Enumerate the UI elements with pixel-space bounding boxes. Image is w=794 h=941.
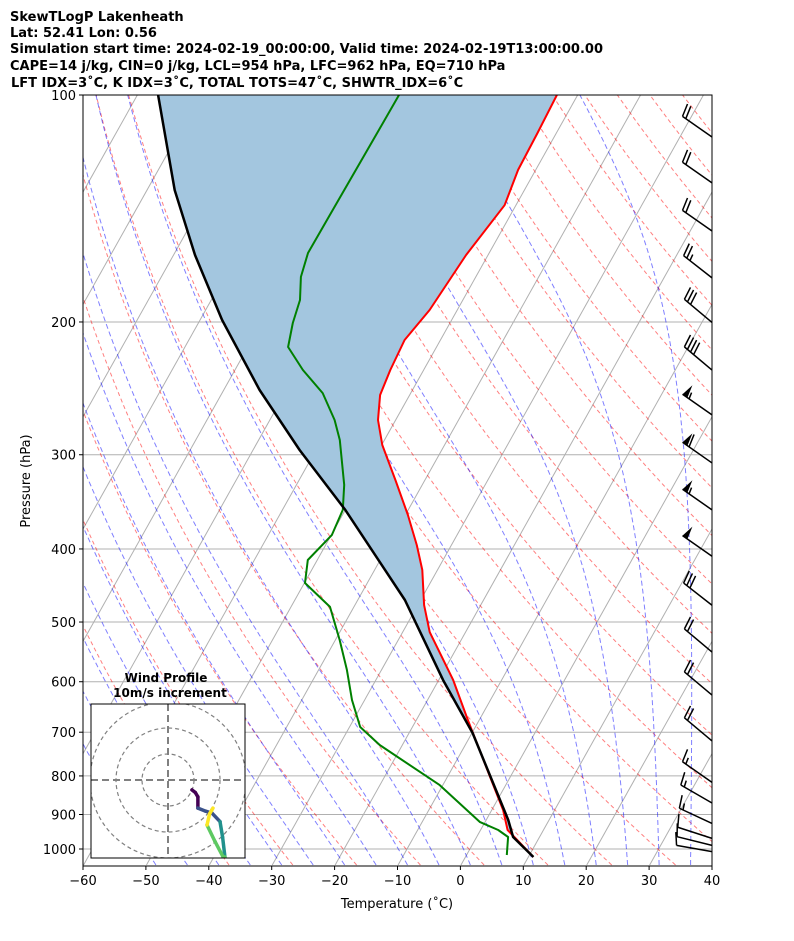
indices-text-1: CAPE=14 j/kg, CIN=0 j/kg, LCL=954 hPa, L… — [10, 59, 505, 74]
y-tick-label: 300 — [51, 449, 76, 464]
wind-barb — [684, 287, 712, 322]
dry-adiabat-line — [487, 95, 794, 865]
dry-adiabat-line — [585, 95, 794, 865]
barb-shaft — [679, 808, 712, 823]
barb-half-feather — [689, 393, 691, 399]
dry-adiabat-line — [715, 95, 794, 865]
y-axis-label: Pressure (hPa) — [19, 434, 34, 527]
isotherm-line — [0, 95, 12, 865]
isotherm-line — [587, 95, 794, 865]
wind-barb — [683, 749, 712, 782]
location-text: Lat: 52.41 Lon: 0.56 — [10, 26, 157, 41]
barb-feather — [679, 795, 682, 808]
isotherm-line — [713, 95, 794, 865]
barb-shaft — [683, 116, 712, 137]
barb-half-feather — [689, 488, 691, 494]
barb-shaft — [684, 629, 712, 652]
y-tick-label: 200 — [51, 316, 76, 331]
barb-shaft — [683, 489, 712, 510]
x-tick-label: 10 — [515, 874, 532, 889]
barb-shaft — [677, 845, 712, 851]
barb-shaft — [683, 442, 712, 463]
wind-barb — [683, 104, 712, 137]
y-tick-label: 700 — [51, 726, 76, 741]
wind-barb — [684, 706, 712, 741]
barb-feather — [676, 832, 677, 845]
wind-barb — [681, 772, 712, 803]
isotherm-line — [461, 95, 794, 865]
barb-feather — [681, 772, 685, 785]
barb-shaft — [677, 837, 712, 846]
barb-shaft — [684, 583, 712, 605]
hodograph-title: Wind Profile — [125, 671, 208, 685]
x-tick-label: −20 — [321, 874, 348, 889]
wind-barb — [683, 150, 712, 183]
y-tick-label: 900 — [51, 808, 76, 823]
x-tick-label: 20 — [578, 874, 595, 889]
chart-title: SkewTLogP Lakenheath — [10, 10, 184, 25]
y-tick-label: 800 — [51, 770, 76, 785]
dry-adiabat-line — [520, 95, 794, 865]
barb-half-feather — [684, 781, 686, 787]
hodograph-inset: Wind Profile 10m/s increment — [90, 671, 246, 858]
barb-half-feather — [686, 758, 688, 764]
x-tick-label: 0 — [456, 874, 464, 889]
isotherm-line — [650, 95, 794, 865]
barb-shaft — [678, 827, 712, 838]
x-tick-label: 30 — [641, 874, 658, 889]
wind-barb — [683, 433, 712, 463]
y-tick-label: 100 — [51, 89, 76, 104]
dry-adiabat-line — [617, 95, 794, 865]
x-tick-label: 40 — [704, 874, 721, 889]
y-tick-label: 600 — [51, 676, 76, 691]
y-tick-label: 1000 — [43, 843, 76, 858]
barb-shaft — [683, 162, 712, 183]
x-tick-label: −30 — [258, 874, 285, 889]
wind-barbs — [676, 104, 712, 852]
y-tick-label: 400 — [51, 543, 76, 558]
x-tick-label: −50 — [132, 874, 159, 889]
wind-barb — [684, 244, 712, 278]
chart-header: SkewTLogP Lakenheath Lat: 52.41 Lon: 0.5… — [10, 10, 603, 91]
wind-barb — [683, 198, 712, 231]
wind-barb — [684, 335, 712, 370]
moist-adiabat-line — [580, 95, 692, 865]
x-tick-label: −10 — [384, 874, 411, 889]
x-tick-label: −40 — [195, 874, 222, 889]
indices-text-2: LFT IDX=3˚C, K IDX=3˚C, TOTAL TOTS=47˚C,… — [11, 75, 463, 91]
barb-shaft — [684, 256, 712, 278]
isotherm-line — [0, 95, 74, 865]
y-tick-label: 500 — [51, 616, 76, 631]
hodograph-subtitle: 10m/s increment — [113, 686, 227, 700]
x-tick-label: −60 — [69, 874, 96, 889]
barb-shaft — [684, 347, 712, 370]
wind-barb — [684, 571, 712, 605]
barb-shaft — [684, 718, 712, 741]
barb-shaft — [683, 394, 712, 415]
dry-adiabat-line — [683, 95, 794, 865]
time-text: Simulation start time: 2024-02-19_00:00:… — [10, 42, 603, 57]
x-axis-label: Temperature (˚C) — [340, 896, 453, 912]
barb-half-feather — [690, 255, 693, 261]
dry-adiabat-line — [650, 95, 794, 865]
